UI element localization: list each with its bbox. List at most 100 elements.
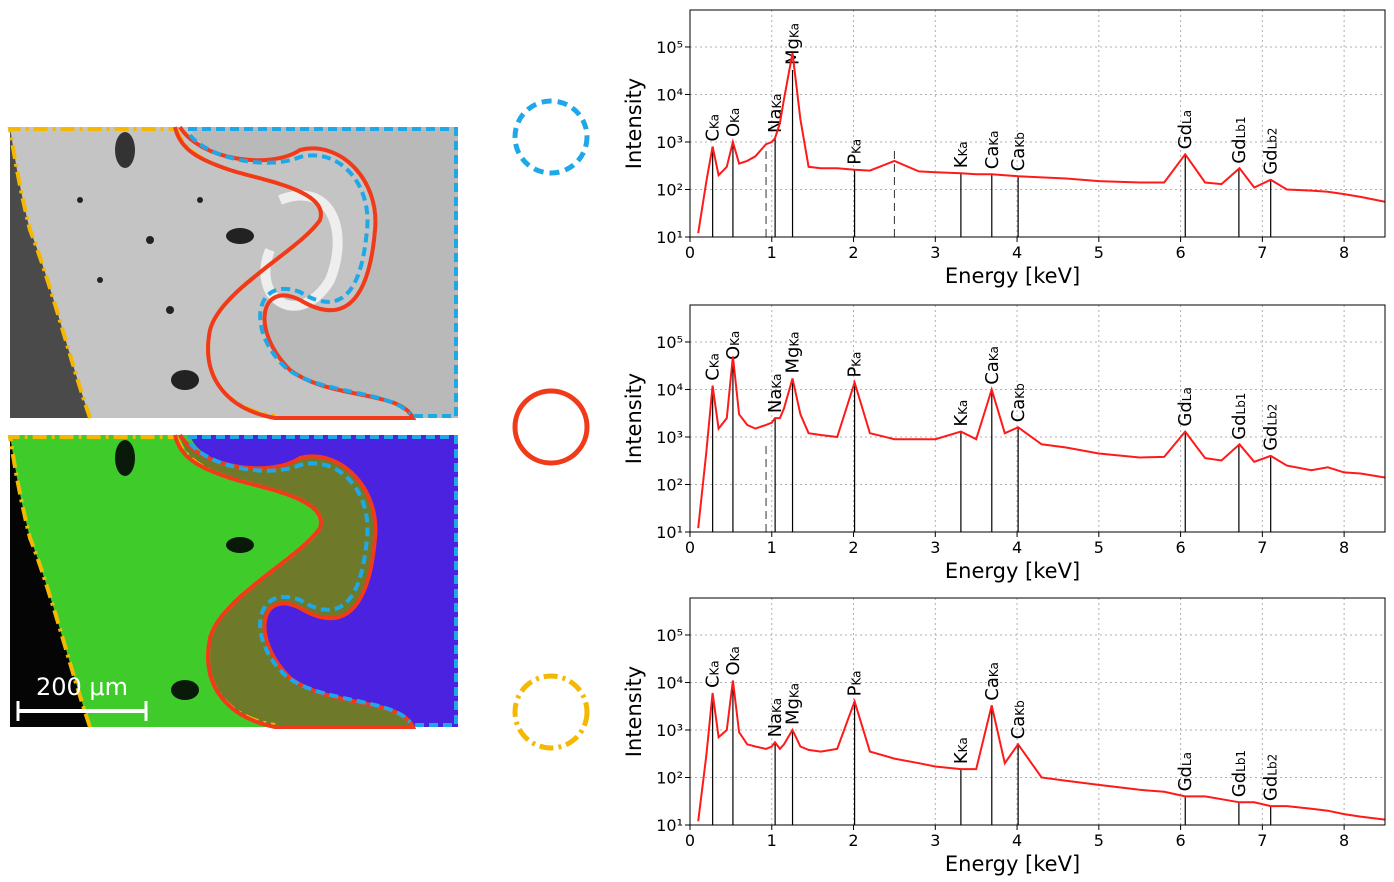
x-tick-label: 1 — [767, 538, 777, 557]
peak-line-name: Ka — [770, 374, 784, 389]
region-key — [512, 388, 590, 466]
peak-label: CaKb — [1008, 700, 1029, 739]
peak-line-name: Kb — [1013, 132, 1027, 148]
x-tick-label: 2 — [848, 538, 858, 557]
region-key — [512, 673, 590, 751]
x-tick-label: 5 — [1094, 538, 1104, 557]
peak-element: P — [845, 367, 866, 378]
y-tick-label: 10² — [656, 475, 683, 494]
y-tick-label: 10⁴ — [656, 380, 683, 399]
peak-element: Mg — [783, 347, 804, 374]
peak-line-name: Ka — [788, 683, 802, 698]
peak-label: PKa — [845, 139, 866, 165]
plot-frame — [689, 304, 1386, 533]
peak-label: CaKa — [982, 131, 1003, 170]
x-axis-label: Energy [keV] — [945, 264, 1080, 288]
peak-element: Na — [765, 713, 786, 738]
peak-line-name: Ka — [708, 114, 722, 129]
peak-label: MgKa — [783, 683, 804, 725]
peak-line-name: Lb2 — [1266, 404, 1280, 426]
map-image — [10, 435, 458, 727]
peak-line-name: La — [1180, 110, 1194, 124]
x-tick-label: 0 — [685, 538, 695, 557]
peak-element: Gd — [1261, 149, 1282, 174]
sem-image — [10, 127, 458, 418]
peak-label: GdLa — [1175, 752, 1196, 791]
peak-line-name: La — [1180, 752, 1194, 766]
peak-label: GdLb1 — [1229, 393, 1250, 440]
peak-element: Gd — [1175, 766, 1196, 791]
peak-element: Gd — [1261, 426, 1282, 451]
peak-line-name: Ka — [850, 139, 864, 154]
x-tick-label: 3 — [930, 831, 940, 850]
x-tick-label: 7 — [1257, 243, 1267, 262]
peak-line-name: Lb1 — [1234, 750, 1248, 772]
y-axis-label: Intensity — [622, 666, 646, 757]
peak-line-name: Ka — [770, 93, 784, 108]
peak-element: K — [951, 155, 972, 168]
peak-line-name: La — [1180, 387, 1194, 401]
y-axis-label: Intensity — [622, 373, 646, 464]
x-tick-label: 0 — [685, 831, 695, 850]
x-tick-label: 8 — [1339, 243, 1349, 262]
peak-line-name: Ka — [788, 332, 802, 347]
x-tick-label: 2 — [848, 831, 858, 850]
x-tick-label: 8 — [1339, 538, 1349, 557]
peak-line-name: Ka — [850, 671, 864, 686]
peak-label: CKa — [703, 114, 724, 142]
peak-label: CaKb — [1008, 132, 1029, 171]
y-tick-label: 10¹ — [656, 523, 683, 542]
x-tick-label: 4 — [1012, 538, 1022, 557]
peak-line-name: Lb1 — [1234, 393, 1248, 415]
peak-line-name: Kb — [1013, 383, 1027, 399]
spectrum-line — [697, 52, 1385, 234]
y-axis-label: Intensity — [622, 78, 646, 169]
peak-line-name: Ka — [708, 660, 722, 675]
peak-element: C — [703, 129, 724, 142]
peak-element: O — [723, 123, 744, 137]
x-tick-label: 1 — [767, 831, 777, 850]
spectrum-line — [697, 680, 1385, 822]
y-tick-label: 10³ — [656, 428, 683, 447]
peak-element: C — [703, 675, 724, 688]
x-tick-label: 6 — [1175, 831, 1185, 850]
peak-element: K — [951, 751, 972, 764]
x-tick-label: 6 — [1175, 538, 1185, 557]
peak-element: Mg — [783, 698, 804, 725]
peak-element: C — [703, 368, 724, 381]
x-tick-label: 3 — [930, 243, 940, 262]
peak-label: GdLa — [1175, 387, 1196, 426]
peak-label: NaKa — [765, 374, 786, 414]
peak-element: Ca — [982, 677, 1003, 701]
peak-line-name: Ka — [987, 346, 1001, 361]
peak-label: GdLa — [1175, 110, 1196, 149]
peak-label: OKa — [723, 646, 744, 675]
peak-label: NaKa — [765, 698, 786, 738]
y-tick-label: 10¹ — [656, 816, 683, 835]
peak-element: Gd — [1229, 138, 1250, 163]
peak-label: MgKa — [783, 332, 804, 374]
peak-element: Ca — [1008, 399, 1029, 423]
x-tick-label: 6 — [1175, 243, 1185, 262]
peak-line-name: Ka — [850, 352, 864, 367]
y-tick-label: 10² — [656, 180, 683, 199]
peak-element: P — [845, 154, 866, 165]
x-axis-label: Energy [keV] — [945, 559, 1080, 583]
peak-element: Ca — [1008, 716, 1029, 740]
peak-element: Ca — [982, 361, 1003, 385]
region-outlines — [7, 125, 458, 729]
peak-element: O — [723, 346, 744, 360]
y-tick-label: 10⁴ — [656, 673, 683, 692]
x-tick-label: 4 — [1012, 831, 1022, 850]
x-tick-label: 7 — [1257, 538, 1267, 557]
peak-line-name: Ka — [956, 737, 970, 752]
plot-frame — [689, 597, 1386, 826]
peak-line-name: Ka — [987, 662, 1001, 677]
peak-label: GdLb1 — [1229, 750, 1250, 797]
peak-label: MgKa — [783, 23, 804, 65]
peak-element: Gd — [1175, 124, 1196, 149]
